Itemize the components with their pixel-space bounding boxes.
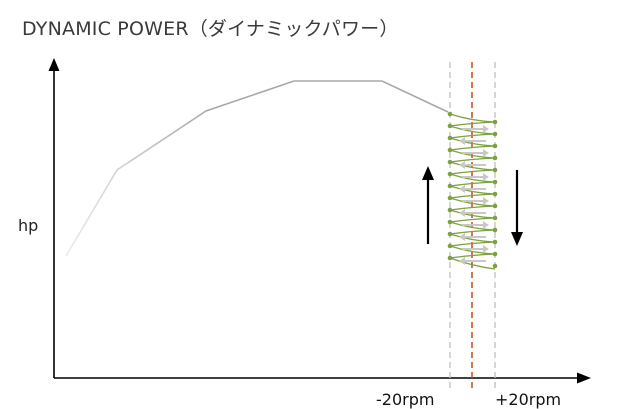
oscillation-dot — [492, 155, 498, 161]
small-arrow-head — [483, 221, 489, 229]
oscillation-dot — [447, 195, 453, 201]
y-axis-label: hp — [18, 216, 38, 235]
oscillation-return — [449, 121, 496, 127]
oscillation-dot — [447, 207, 453, 213]
oscillation-dot — [447, 171, 453, 177]
oscillation-dot — [492, 263, 498, 269]
oscillation-return — [449, 181, 496, 187]
x-axis-arrowhead — [577, 372, 591, 384]
oscillation-dot — [492, 251, 498, 257]
x-tick-plus-20rpm: +20rpm — [495, 390, 561, 409]
small-arrow-head — [459, 257, 465, 265]
oscillation-dot — [447, 123, 453, 129]
diagram-title: DYNAMIC POWER（ダイナミックパワー） — [22, 18, 399, 40]
oscillation-dot — [447, 135, 453, 141]
small-arrow-head — [483, 125, 489, 133]
small-arrow-head — [459, 209, 465, 217]
axes — [48, 58, 591, 384]
oscillation-dot — [492, 203, 498, 209]
oscillation-dot — [447, 147, 453, 153]
oscillation-dot — [492, 167, 498, 173]
small-arrow-head — [459, 161, 465, 169]
oscillation-dot — [447, 183, 453, 189]
oscillation-return — [449, 205, 496, 211]
small-arrow-head — [483, 149, 489, 157]
oscillation-dot — [492, 143, 498, 149]
oscillation-return — [449, 169, 496, 175]
oscillation-dot — [492, 215, 498, 221]
oscillation-dot — [447, 243, 453, 249]
oscillation-dot — [492, 179, 498, 185]
oscillation-dot — [447, 111, 453, 117]
small-arrow-head — [459, 233, 465, 241]
arrow-up-icon — [422, 166, 434, 244]
oscillation-dot — [447, 255, 453, 261]
oscillation-dot — [492, 239, 498, 245]
power-curve — [65, 80, 449, 257]
oscillation-return — [449, 217, 496, 223]
small-arrow-head — [459, 137, 465, 145]
oscillation-dot — [492, 131, 498, 137]
small-arrow-head — [483, 173, 489, 181]
oscillation-return — [449, 253, 496, 259]
small-arrow-head — [459, 185, 465, 193]
oscillation-dot — [492, 119, 498, 125]
small-arrow-head — [483, 245, 489, 253]
oscillation-dot — [447, 159, 453, 165]
oscillation-dot — [447, 231, 453, 237]
oscillation-dot — [492, 191, 498, 197]
y-axis-arrowhead — [48, 58, 60, 71]
oscillation-dot — [447, 219, 453, 225]
oscillation-return — [449, 133, 496, 139]
arrow-down-icon — [511, 170, 523, 246]
small-arrows — [459, 125, 489, 265]
x-tick-minus-20rpm: -20rpm — [376, 390, 434, 409]
oscillation-return — [449, 229, 496, 235]
oscillation-tail — [449, 257, 496, 270]
oscillation-return — [449, 145, 496, 151]
oscillation-return — [449, 241, 496, 247]
oscillation-return — [449, 157, 496, 163]
oscillation-zigzag — [447, 111, 498, 270]
oscillation-dot — [492, 227, 498, 233]
small-arrow-head — [483, 197, 489, 205]
oscillation-return — [449, 193, 496, 199]
